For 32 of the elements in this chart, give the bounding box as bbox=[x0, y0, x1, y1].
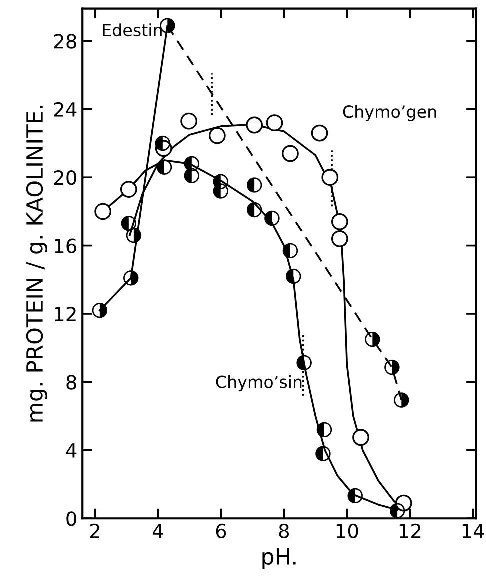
point bbox=[94, 203, 112, 220]
point bbox=[266, 114, 284, 132]
annotation: Chymo’sin bbox=[216, 375, 302, 392]
y-tick-label: 24 bbox=[54, 102, 77, 117]
x-tick-label: 10 bbox=[336, 524, 358, 539]
y-axis-title: mg. PROTEIN / g. KAOLINITE. bbox=[26, 106, 48, 422]
point bbox=[331, 213, 348, 230]
annotation: Chymo’gen bbox=[343, 105, 436, 122]
x-tick-label: 2 bbox=[90, 524, 100, 538]
x-tick-label: 12 bbox=[400, 524, 421, 538]
y-tick-label: 12 bbox=[55, 306, 76, 322]
y-tick-label: 4 bbox=[66, 444, 77, 458]
point bbox=[352, 429, 370, 446]
y-tick-label: 8 bbox=[66, 375, 76, 390]
point bbox=[180, 112, 198, 130]
x-tick-label: 8 bbox=[279, 524, 290, 539]
y-tick-label: 20 bbox=[54, 170, 76, 186]
x-tick-label: 4 bbox=[152, 524, 164, 538]
point bbox=[331, 230, 348, 248]
x-tick-label: 6 bbox=[216, 524, 226, 539]
point bbox=[311, 124, 328, 142]
x-axis-title: pH. bbox=[262, 548, 296, 570]
point bbox=[246, 116, 264, 134]
point bbox=[282, 145, 299, 162]
y-tick-label: 28 bbox=[54, 34, 76, 49]
y-tick-label: 16 bbox=[55, 238, 77, 254]
point bbox=[120, 181, 138, 198]
annotation: Edestin bbox=[103, 24, 162, 37]
x-tick-label: 14 bbox=[462, 524, 484, 538]
point bbox=[322, 169, 339, 186]
y-tick-label: 0 bbox=[66, 512, 76, 526]
point bbox=[208, 127, 226, 144]
